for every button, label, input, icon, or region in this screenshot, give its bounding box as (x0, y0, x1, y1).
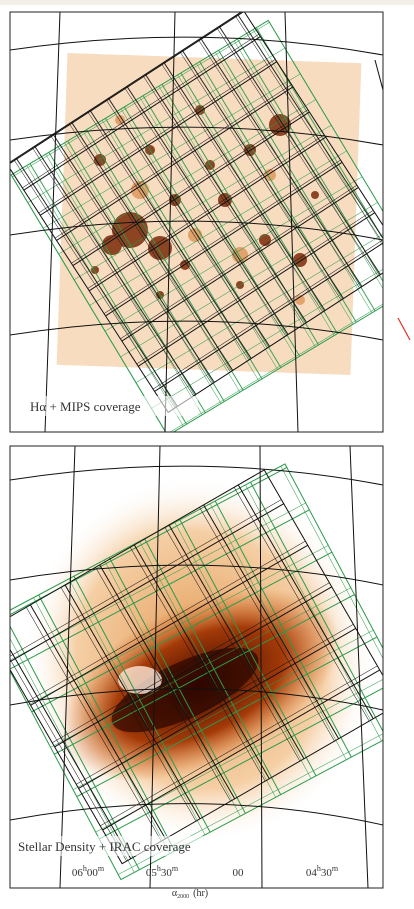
axis-unit: (hr) (193, 888, 208, 899)
panel-2-image (0, 426, 414, 893)
panel-1-label: Hα + MIPS coverage (30, 399, 141, 414)
tick-minutes: 30 (321, 867, 333, 879)
tick-hours: 04 (306, 867, 318, 879)
tick-minutes: 00 (233, 867, 245, 879)
tick-hours: 06 (72, 867, 84, 879)
red-mark (398, 318, 410, 340)
tick-hours: 05 (146, 867, 158, 879)
x-tick-label: 00 (233, 867, 245, 879)
x-axis-label: α2000(hr) (172, 888, 208, 900)
tick-unit: m (98, 864, 105, 873)
tick-minutes: 30 (161, 867, 173, 879)
figure: Hα + MIPS coverage Stellar Density + IRA… (0, 0, 414, 909)
tick-unit: m (332, 864, 339, 873)
panel-1-image (7, 11, 414, 436)
tick-minutes: 00 (87, 867, 99, 879)
tick-unit: m (172, 864, 179, 873)
panel-2-label: Stellar Density + IRAC coverage (18, 839, 191, 854)
top-strip (0, 0, 414, 5)
axis-subscript: 2000 (177, 894, 189, 900)
